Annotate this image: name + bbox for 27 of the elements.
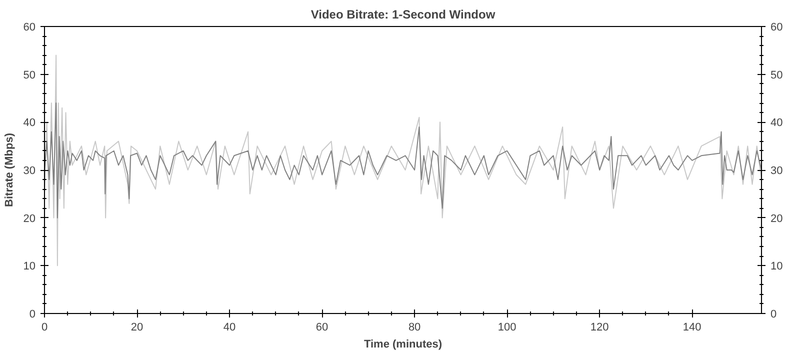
y2-tick-label: 30 <box>770 165 783 177</box>
y-tick-label: 60 <box>23 22 36 34</box>
y2-tick-label: 0 <box>770 308 777 320</box>
x-tick-label: 60 <box>316 322 328 334</box>
y2-tick-label: 20 <box>770 212 783 225</box>
y2-tick-label: 40 <box>770 117 783 130</box>
x-tick-label: 80 <box>408 322 421 334</box>
x-tick-label: 20 <box>130 322 144 334</box>
x-tick-label: 0 <box>41 322 48 334</box>
y-tick-label: 10 <box>23 260 36 273</box>
line-series <box>44 102 762 218</box>
y2-tick-label: 50 <box>770 69 783 82</box>
y2-tick-label: 60 <box>770 22 783 34</box>
line-series <box>44 54 762 266</box>
y-tick-label: 50 <box>23 69 36 82</box>
chart-title: Video Bitrate: 1-Second Window <box>310 8 496 22</box>
x-tick-label: 40 <box>223 322 236 334</box>
y-tick-label: 30 <box>23 165 36 177</box>
y2-tick-label: 10 <box>770 260 783 273</box>
x-axis-title: Time (minutes) <box>364 338 442 350</box>
y-axis-title: Bitrate (Mbps) <box>3 132 16 207</box>
y-tick-label: 20 <box>23 212 36 225</box>
x-tick-label: 100 <box>498 322 516 334</box>
y-tick-label: 40 <box>23 117 36 130</box>
x-tick-label: 120 <box>590 322 609 334</box>
y-tick-label: 0 <box>29 308 36 320</box>
x-tick-label: 140 <box>682 322 702 334</box>
